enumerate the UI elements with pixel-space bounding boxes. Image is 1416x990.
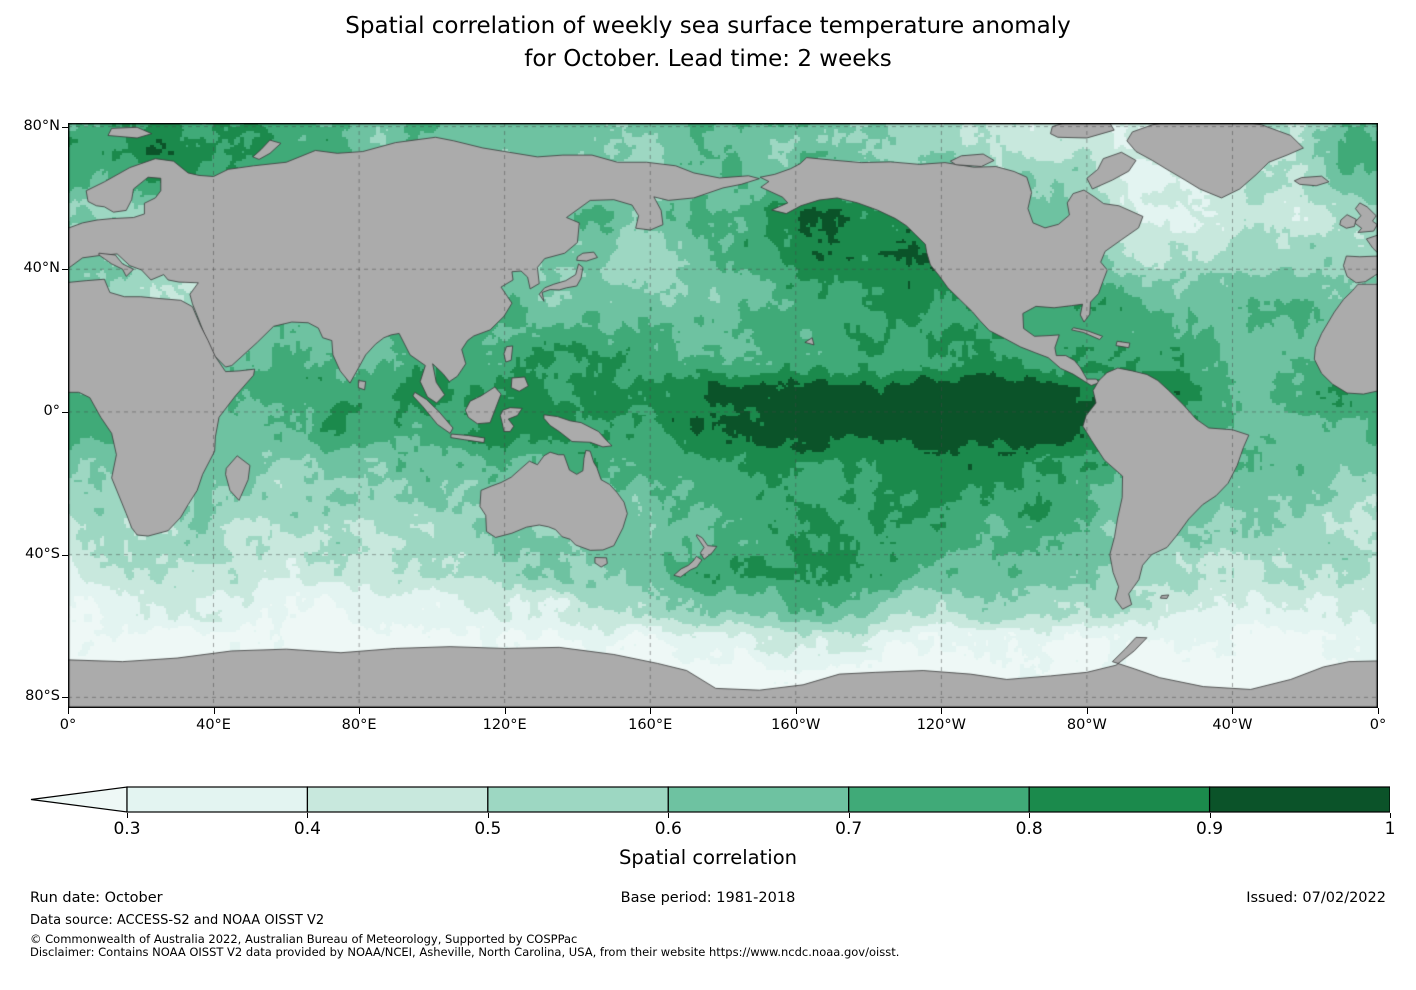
y-axis-tickmark [62,697,68,699]
chart-title-line2: for October. Lead time: 2 weeks [524,46,892,72]
x-axis-tickmark [1086,708,1088,714]
footer-run-date: Run date: October [30,890,163,906]
colorbar-tick-label: 0.5 [474,819,502,839]
x-axis-tick-label: 80°W [1066,717,1107,733]
x-axis-tick-label: 80°E [341,717,377,733]
colorbar-tickmark [1029,813,1031,818]
y-axis-tickmark [62,411,68,413]
colorbar-tickmark [487,813,489,818]
colorbar-tick-label: 0.7 [835,819,863,839]
x-axis-tick-label: 0° [1369,717,1387,733]
footer-issued-date: Issued: 07/02/2022 [1246,890,1386,906]
x-axis-tickmark [359,708,361,714]
colorbar-tick-label: 0.6 [654,819,682,839]
colorbar-segment [126,786,309,813]
x-axis-tickmark [68,708,69,714]
colorbar-label: Spatial correlation [619,846,797,869]
colorbar-tick-label: 0.8 [1015,819,1043,839]
x-axis-tickmark [504,708,506,714]
x-axis-tickmark [213,708,215,714]
y-axis-tick-label: 40°N [23,260,60,277]
footer-disclaimer: Disclaimer: Contains NOAA OISST V2 data … [30,945,900,959]
colorbar-underflow-arrow [30,786,128,813]
colorbar-tickmark [1390,813,1391,818]
colorbar-tickmark [307,813,309,818]
colorbar-tickmark [127,813,128,818]
x-axis-tick-label: 120°W [916,717,966,733]
colorbar-svg [30,786,1391,813]
colorbar-tick-label: 0.9 [1196,819,1224,839]
x-axis-tick-label: 160°W [771,717,821,733]
x-axis-tick-label: 0° [59,717,77,733]
x-axis-tickmark [1232,708,1234,714]
colorbar-tickmark [1209,813,1211,818]
colorbar-segment [1208,786,1391,813]
chart-title: Spatial correlation of weekly sea surfac… [0,10,1416,76]
footer-data-source: Data source: ACCESS-S2 and NOAA OISST V2 [30,913,325,928]
colorbar-tick-label: 1 [1384,819,1396,839]
y-axis-tick-label: 40°S [25,545,60,562]
colorbar-tickmark [668,813,670,818]
x-axis-tick-label: 40°E [196,717,231,733]
footer-base-period: Base period: 1981-2018 [620,890,796,906]
x-axis-tick-label: 40°W [1212,717,1253,733]
colorbar-segment [848,786,1030,813]
colorbar-segment [487,786,669,813]
x-axis-tickmark [941,708,943,714]
colorbar-segment [1028,786,1211,813]
colorbar-segment [306,786,489,813]
colorbar-tick-label: 0.4 [293,819,321,839]
chart-title-line1: Spatial correlation of weekly sea surfac… [345,13,1071,39]
y-axis-tickmark [62,269,68,271]
y-axis-tick-label: 80°N [23,117,60,134]
colorbar-tick-label: 0.3 [113,819,141,839]
colorbar-segment [667,786,850,813]
x-axis-tickmark [1378,708,1379,714]
y-axis-tickmark [62,554,68,556]
y-axis-tickmark [62,126,68,128]
colorbar-tickmark [848,813,850,818]
x-axis-tickmark [650,708,652,714]
footer-copyright: © Commonwealth of Australia 2022, Austra… [30,932,578,946]
x-axis-tick-label: 160°E [628,717,673,733]
y-axis-tick-label: 0° [43,402,60,419]
x-axis-tick-label: 120°E [482,717,527,733]
world-map-canvas [68,123,1378,708]
y-axis-tick-label: 80°S [25,688,60,705]
x-axis-tickmark [795,708,797,714]
colorbar [30,786,1391,813]
